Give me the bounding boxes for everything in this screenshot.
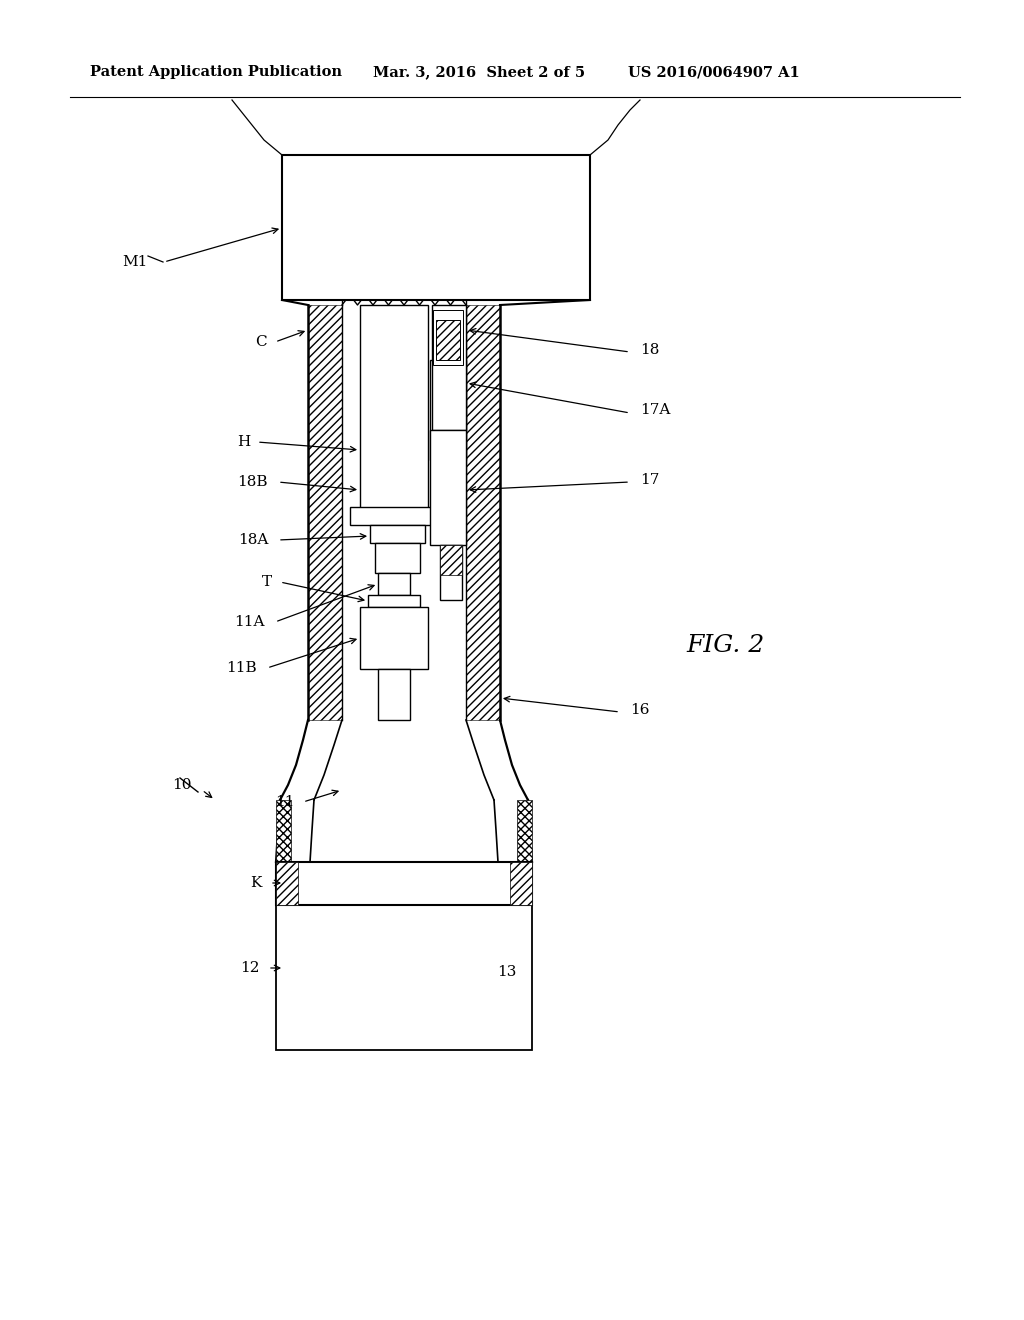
Text: 12: 12 bbox=[241, 961, 260, 975]
Text: US 2016/0064907 A1: US 2016/0064907 A1 bbox=[628, 65, 800, 79]
Bar bbox=[276, 800, 291, 862]
Text: T: T bbox=[262, 576, 272, 589]
Text: K: K bbox=[251, 876, 262, 890]
Bar bbox=[440, 545, 462, 601]
Bar bbox=[440, 545, 462, 576]
Text: 11A: 11A bbox=[234, 615, 265, 630]
Text: 18: 18 bbox=[640, 343, 659, 356]
Bar bbox=[466, 305, 500, 719]
Bar bbox=[276, 862, 532, 906]
Bar bbox=[436, 319, 460, 360]
Bar bbox=[510, 862, 532, 906]
Text: 16: 16 bbox=[630, 704, 649, 717]
Bar bbox=[368, 595, 420, 607]
Bar bbox=[375, 543, 420, 573]
Bar bbox=[282, 154, 590, 300]
Bar bbox=[350, 507, 438, 525]
Bar bbox=[308, 305, 342, 719]
Bar bbox=[360, 607, 428, 669]
Bar bbox=[433, 310, 463, 366]
Text: 11B: 11B bbox=[226, 661, 257, 675]
Bar bbox=[378, 669, 410, 719]
Text: 17A: 17A bbox=[640, 403, 671, 417]
Text: Patent Application Publication: Patent Application Publication bbox=[90, 65, 342, 79]
Text: 18A: 18A bbox=[238, 533, 268, 546]
Bar bbox=[517, 800, 532, 862]
Bar bbox=[430, 360, 466, 459]
Bar bbox=[430, 430, 466, 545]
Text: 18B: 18B bbox=[238, 475, 268, 488]
Bar bbox=[360, 305, 428, 510]
Text: H: H bbox=[237, 436, 250, 449]
Text: 17: 17 bbox=[640, 473, 659, 487]
Bar bbox=[378, 573, 410, 595]
Text: FIG. 2: FIG. 2 bbox=[686, 634, 764, 656]
Bar bbox=[276, 862, 298, 906]
Text: 10: 10 bbox=[172, 777, 193, 792]
Text: 11: 11 bbox=[275, 795, 295, 809]
Text: Mar. 3, 2016  Sheet 2 of 5: Mar. 3, 2016 Sheet 2 of 5 bbox=[373, 65, 585, 79]
Text: C: C bbox=[255, 335, 267, 348]
Bar bbox=[432, 305, 466, 430]
Text: 13: 13 bbox=[497, 965, 516, 979]
Bar bbox=[370, 525, 425, 543]
Bar bbox=[276, 906, 532, 1049]
Text: M1: M1 bbox=[123, 255, 148, 269]
